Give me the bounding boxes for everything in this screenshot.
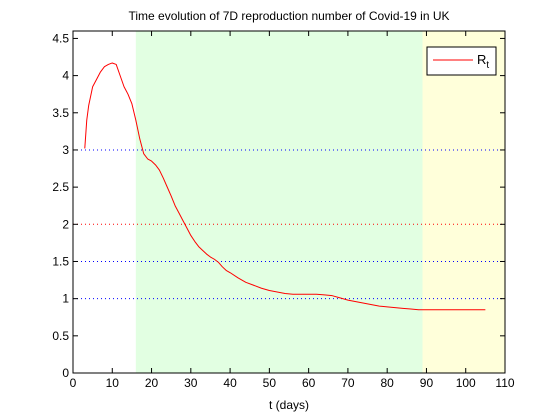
x-tick-label: 50 <box>263 376 277 390</box>
y-tick-label: 0 <box>62 366 69 380</box>
axes-group <box>72 30 506 374</box>
x-tick-label: 100 <box>456 376 476 390</box>
shaded-region-1 <box>422 31 505 373</box>
x-tick-label: 80 <box>381 376 395 390</box>
x-tick-label: 60 <box>302 376 316 390</box>
shaded-region-0 <box>135 31 423 373</box>
legend: Rt <box>426 46 497 76</box>
x-tick-label: 70 <box>341 376 355 390</box>
x-tick-label: 110 <box>495 376 514 390</box>
legend-label-main: R <box>477 52 486 67</box>
series-line-rt <box>84 62 486 311</box>
legend-label-subscript: t <box>486 60 489 71</box>
axes-box <box>72 30 506 374</box>
x-tick-label: 20 <box>145 376 159 390</box>
y-tick-label: 2 <box>62 217 69 231</box>
y-tick-label: 1.5 <box>52 254 69 268</box>
x-tick-label: 40 <box>223 376 237 390</box>
y-tick-label: 3.5 <box>52 106 69 120</box>
y-tick-label: 0.5 <box>52 329 69 343</box>
shaded-regions <box>135 31 505 373</box>
y-tick-label: 4.5 <box>52 31 69 45</box>
y-tick-label: 2.5 <box>52 180 69 194</box>
x-tick-label: 30 <box>184 376 198 390</box>
x-tick-label: 90 <box>420 376 434 390</box>
reference-lines <box>73 149 505 300</box>
y-tick-label: 4 <box>62 69 69 83</box>
legend-box <box>426 46 497 76</box>
legend-label-rt: Rt <box>477 52 489 71</box>
ticks-group: 0 10 20 30 40 50 60 70 80 90 100 110 0 0.5 1 1.5 2 2.5 3 3.… <box>52 31 515 390</box>
chart-title: Time evolution of 7D reproduction number… <box>128 9 449 23</box>
y-tick-label: 3 <box>62 143 69 157</box>
x-tick-label: 0 <box>70 376 77 390</box>
x-axis-label: t (days) <box>269 398 309 412</box>
x-tick-label: 10 <box>106 376 120 390</box>
y-tick-label: 1 <box>62 292 69 306</box>
series-group <box>84 62 486 311</box>
